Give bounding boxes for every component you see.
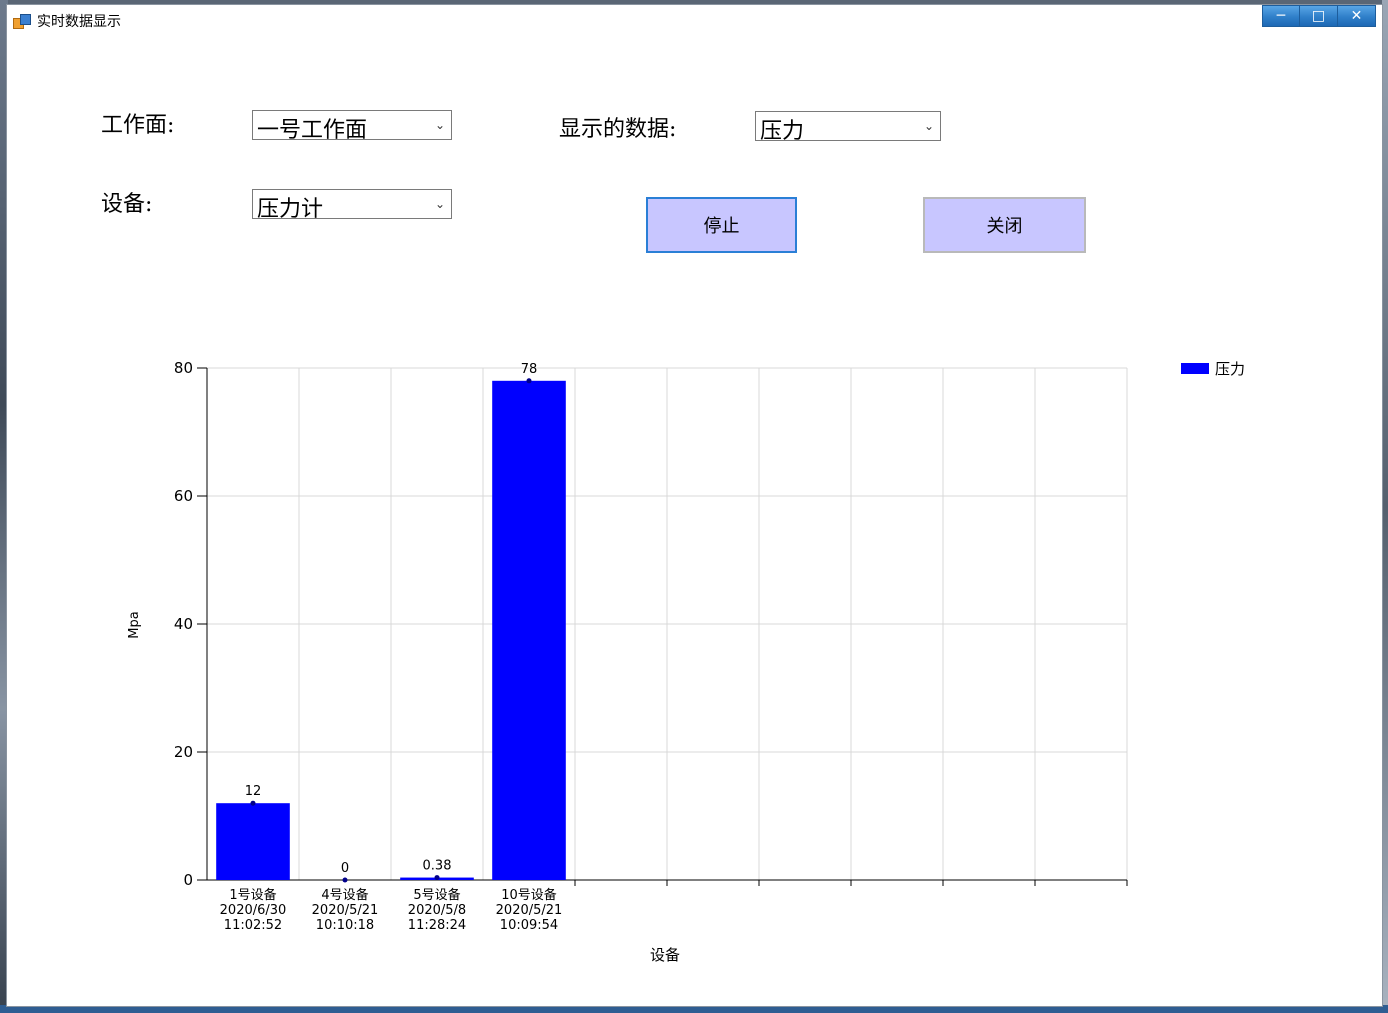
x-tick-label: 5号设备 xyxy=(413,887,460,903)
data-select[interactable]: 压力 ⌄ xyxy=(755,111,941,144)
x-tick-label: 4号设备 xyxy=(321,887,368,903)
workface-select-value: 一号工作面 xyxy=(257,118,368,143)
chevron-down-icon: ⌄ xyxy=(923,119,934,133)
x-tick-label: 2020/6/30 xyxy=(220,903,287,918)
data-label: 78 xyxy=(521,362,538,377)
desktop-background-left xyxy=(0,0,8,1013)
x-axis-label: 设备 xyxy=(650,946,680,964)
bar-point xyxy=(434,875,440,881)
legend-swatch xyxy=(1181,363,1209,374)
app-icon xyxy=(13,14,31,29)
data-select-value: 压力 xyxy=(760,119,805,144)
y-tick-label: 60 xyxy=(174,487,193,505)
taskbar-strip xyxy=(0,1005,1388,1013)
x-tick-label: 10:09:54 xyxy=(500,918,558,933)
data-label: 显示的数据: xyxy=(559,117,677,142)
x-tick-label: 11:28:24 xyxy=(408,918,466,933)
window-controls: ─ □ ✕ xyxy=(1262,5,1376,29)
y-tick-label: 40 xyxy=(174,615,193,633)
device-label: 设备: xyxy=(101,192,153,217)
pressure-chart: 12 0 0.38 78 0 20 40 60 80 1号设备2020/6/3011:02:52… xyxy=(127,359,1245,964)
minimize-button[interactable]: ─ xyxy=(1262,5,1300,27)
device-select-value: 压力计 xyxy=(257,197,324,222)
legend-label: 压力 xyxy=(1215,360,1245,378)
data-label: 0.38 xyxy=(423,859,452,874)
x-tick-label: 10:10:18 xyxy=(316,918,374,933)
chevron-down-icon: ⌄ xyxy=(434,197,445,211)
y-tick-label: 20 xyxy=(174,743,193,761)
chevron-down-icon: ⌄ xyxy=(434,118,445,132)
title-bar[interactable]: 实时数据显示 ─ □ ✕ xyxy=(7,5,1382,35)
close-icon: ✕ xyxy=(1350,8,1363,24)
workface-label: 工作面: xyxy=(101,113,175,138)
x-tick-label: 11:02:52 xyxy=(224,918,282,933)
workface-select[interactable]: 一号工作面 ⌄ xyxy=(252,110,452,143)
desktop-background-right xyxy=(1382,0,1388,1013)
chart-grid xyxy=(207,367,1128,880)
y-tick-label: 80 xyxy=(174,359,193,377)
main-window: 实时数据显示 ─ □ ✕ 工作面: 一号工作面 ⌄ 设备: 压力计 ⌄ 显示的数… xyxy=(6,4,1383,1007)
close-window-button[interactable]: ✕ xyxy=(1338,5,1376,27)
window-title: 实时数据显示 xyxy=(37,14,121,30)
minimize-icon: ─ xyxy=(1276,8,1286,24)
bar xyxy=(492,380,566,880)
device-select[interactable]: 压力计 ⌄ xyxy=(252,189,452,222)
maximize-icon: □ xyxy=(1311,8,1326,24)
stop-button[interactable]: 停止 xyxy=(646,197,797,253)
close-button[interactable]: 关闭 xyxy=(923,197,1086,253)
x-tick-label: 2020/5/8 xyxy=(408,903,466,918)
bar xyxy=(216,803,290,880)
chart-legend: 压力 xyxy=(1181,360,1245,378)
data-label: 12 xyxy=(245,784,262,799)
data-label: 0 xyxy=(341,861,349,876)
chart-ticks: 0204060801号设备2020/6/3011:02:524号设备2020/5… xyxy=(174,359,1128,933)
x-tick-label: 2020/5/21 xyxy=(312,903,379,918)
x-tick-label: 1号设备 xyxy=(229,887,276,903)
chart-bars: 12 0 0.38 78 xyxy=(216,362,566,883)
bar-point xyxy=(250,800,256,806)
maximize-button[interactable]: □ xyxy=(1300,5,1338,27)
x-tick-label: 2020/5/21 xyxy=(496,903,563,918)
y-axis-label: Mpa xyxy=(127,611,142,638)
bar-point xyxy=(342,877,348,883)
bar-point xyxy=(526,378,532,384)
x-tick-label: 10号设备 xyxy=(501,887,557,903)
y-tick-label: 0 xyxy=(183,871,193,889)
